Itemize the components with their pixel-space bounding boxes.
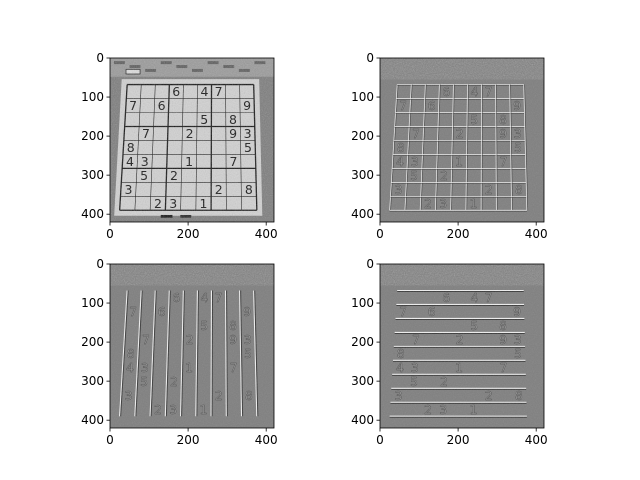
axes-frame [379, 57, 545, 223]
subplot-1: 6477695872938543175232823102004000100200… [81, 51, 278, 241]
x-tick-label: 200 [447, 433, 470, 447]
y-tick-label: 100 [351, 90, 374, 104]
y-tick-label: 200 [81, 335, 104, 349]
y-tick-label: 0 [96, 257, 104, 271]
y-tick-label: 200 [351, 335, 374, 349]
y-tick-label: 0 [366, 257, 374, 271]
subplot-2: 6477695872938543175232823102004000100200… [351, 51, 548, 241]
x-tick-label: 400 [255, 433, 278, 447]
y-tick-label: 100 [81, 90, 104, 104]
y-tick-label: 300 [351, 168, 374, 182]
y-tick-label: 300 [81, 374, 104, 388]
image-area: 64776958729385431752328231 [380, 264, 544, 428]
x-tick-label: 0 [376, 433, 384, 447]
subplot-3: 6477695872938543175232823102004000100200… [81, 257, 278, 447]
x-tick-label: 400 [255, 227, 278, 241]
x-tick-label: 0 [106, 433, 114, 447]
y-tick-label: 200 [81, 129, 104, 143]
y-tick-label: 300 [351, 374, 374, 388]
image-noise [380, 58, 544, 222]
x-tick-label: 200 [447, 227, 470, 241]
y-tick-label: 300 [81, 168, 104, 182]
image-noise [110, 58, 274, 222]
y-tick-label: 400 [351, 413, 374, 427]
axes-frame [379, 263, 545, 429]
y-tick-label: 0 [96, 51, 104, 65]
y-tick-label: 400 [81, 207, 104, 221]
x-tick-label: 0 [376, 227, 384, 241]
x-tick-label: 200 [177, 227, 200, 241]
image-area: 64776958729385431752328231 [110, 58, 274, 222]
image-noise [110, 264, 274, 428]
axes-frame [109, 263, 275, 429]
x-tick-label: 400 [525, 433, 548, 447]
y-tick-label: 400 [81, 413, 104, 427]
image-area: 64776958729385431752328231 [380, 58, 544, 222]
y-tick-label: 400 [351, 207, 374, 221]
x-tick-label: 200 [177, 433, 200, 447]
subplot-4: 6477695872938543175232823102004000100200… [351, 257, 548, 447]
y-tick-label: 0 [366, 51, 374, 65]
image-noise [380, 264, 544, 428]
y-tick-label: 100 [81, 296, 104, 310]
image-area: 64776958729385431752328231 [110, 264, 274, 428]
x-tick-label: 0 [106, 227, 114, 241]
y-tick-label: 100 [351, 296, 374, 310]
x-tick-label: 400 [525, 227, 548, 241]
y-tick-label: 200 [351, 129, 374, 143]
axes-frame [109, 57, 275, 223]
